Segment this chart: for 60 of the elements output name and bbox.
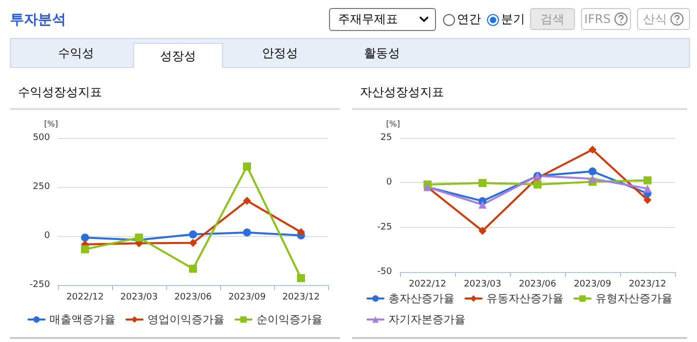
- text: 활동성: [363, 44, 401, 62]
- x-tick-label: 2023/09: [574, 280, 612, 290]
- text: 수익성: [57, 44, 95, 62]
- point: [297, 274, 305, 282]
- point: [644, 176, 652, 184]
- x-tick-label: 2023/03: [120, 292, 158, 302]
- y-tick-label: 25: [380, 133, 392, 143]
- x-tick-label: 2023/12: [628, 280, 666, 290]
- y-tick-label: -250: [30, 280, 50, 290]
- text: IFRS: [581, 8, 631, 30]
- point: [588, 174, 596, 183]
- point: [297, 228, 305, 236]
- legend-label: 자기자본증가율: [388, 313, 466, 326]
- point: [81, 245, 89, 254]
- text: 연간: [456, 11, 481, 28]
- x-tick-label: 2023/12: [282, 292, 320, 302]
- point: [189, 238, 197, 247]
- point: [478, 179, 486, 188]
- point: [534, 180, 542, 188]
- y-tick-label: 0: [386, 178, 392, 188]
- x-tick-label: 2023/03: [464, 280, 502, 290]
- legend-label: 영업이익증가율: [148, 313, 224, 326]
- point: [588, 167, 596, 176]
- chart-title: 수익성장성지표: [10, 77, 340, 110]
- point: [478, 200, 486, 209]
- y-axis-title: [%]: [386, 120, 400, 128]
- y-tick-label: -50: [377, 267, 392, 277]
- point: [243, 162, 251, 170]
- text: 검색: [530, 8, 575, 30]
- text: 분기: [500, 11, 525, 28]
- y-tick-label: -25: [377, 222, 392, 232]
- y-tick-label: 0: [44, 231, 50, 241]
- point: [588, 146, 596, 154]
- y-tick-label: 250: [32, 182, 50, 192]
- legend-label: 총자산증가율: [388, 292, 454, 305]
- x-tick-label: 2022/12: [408, 280, 446, 290]
- point: [478, 226, 486, 235]
- legend-label: 매출액증가율: [50, 313, 116, 326]
- y-tick-label: 500: [32, 133, 50, 143]
- text: 성장성: [133, 43, 223, 68]
- chart-title: 자산성장성지표: [352, 77, 687, 110]
- x-tick-label: 2022/12: [66, 292, 104, 302]
- point: [189, 230, 197, 238]
- legend-label: 유동자산증가율: [486, 292, 564, 305]
- point: [81, 234, 89, 242]
- text: 주재무제표: [329, 8, 436, 31]
- legend-label: 순이익증가율: [256, 313, 322, 326]
- x-tick-label: 2023/06: [518, 280, 556, 290]
- point: [644, 196, 652, 204]
- legend-label: 유형자산증가율: [596, 292, 672, 305]
- x-tick-label: 2023/06: [174, 292, 212, 302]
- point: [189, 264, 197, 273]
- x-tick-label: 2023/09: [228, 292, 266, 302]
- point: [243, 228, 251, 236]
- point: [243, 196, 251, 205]
- text: 투자분석: [10, 11, 66, 29]
- text: 안정성: [261, 44, 299, 62]
- text: 산식: [637, 8, 690, 30]
- point: [644, 184, 652, 193]
- y-axis-title: [%]: [44, 120, 58, 128]
